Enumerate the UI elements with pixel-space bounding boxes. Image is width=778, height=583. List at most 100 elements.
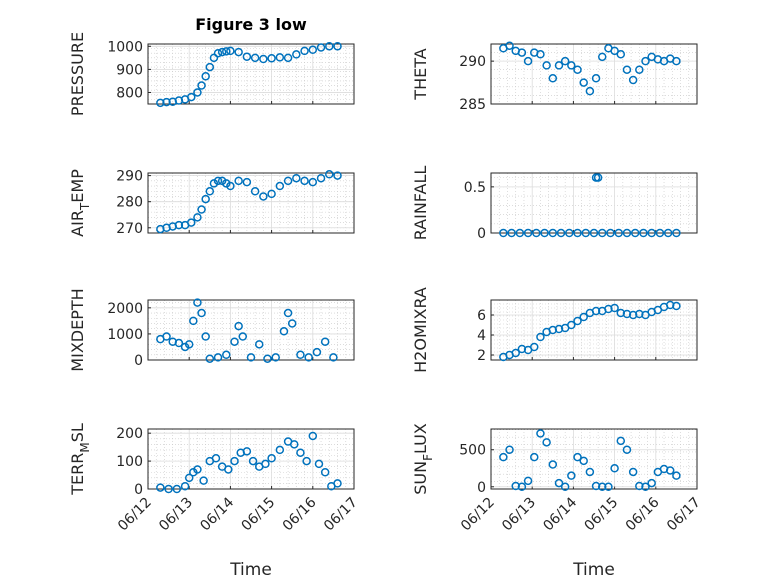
y-tick-label: 290 [459,54,486,70]
data-point [226,46,235,56]
y-axis-label: MIXDEPTH [68,288,87,371]
data-point [635,481,644,491]
data-point [579,78,588,87]
data-point [222,350,231,360]
data-point [180,481,190,491]
data-point [283,308,293,318]
data-point [172,484,182,494]
data-point [511,481,520,491]
y-axis-label: RAINFALL [411,166,430,241]
data-point [573,452,582,462]
data-point [630,228,640,238]
panel-pressure: 800 900 1000 PRESSURE [68,32,355,116]
panel-h2omixra: 2 4 6 H2OMIXRA [411,287,698,373]
data-point [499,452,508,462]
y-axis-label-subscript: T [78,202,92,211]
data-point [187,218,196,227]
data-point [616,50,626,59]
data-point [606,228,615,238]
data-point [532,228,541,238]
y-tick-label: 0 [134,482,143,498]
data-point [248,456,258,466]
data-point [174,220,184,230]
data-point [573,228,582,238]
data-point [292,50,301,59]
data-point [290,440,299,449]
data-point [597,52,607,62]
data-point [517,48,527,57]
data-point [548,460,558,469]
y-axis-label-main: AIR [68,210,87,237]
data-point [312,347,322,357]
data-point [554,61,564,70]
data-point [201,72,210,81]
y-tick-label: 280 [116,195,143,211]
y-tick-label: 290 [116,169,143,185]
y-tick-label: 0.5 [464,180,486,196]
data-point [573,65,582,74]
panel-air: 270 280 290 AIRTEMP [68,169,355,237]
plot-area [147,43,355,105]
data-point [174,338,184,348]
data-point [197,308,206,318]
y-tick-label: 2000 [107,301,143,317]
data-point [162,97,171,107]
data-point [585,86,595,96]
data-point [536,50,545,59]
data-point [614,228,623,238]
data-point [499,228,508,238]
data-point [279,327,289,336]
data-point [556,228,566,238]
y-tick-label: 270 [116,221,143,237]
data-point [610,464,619,473]
data-point [213,48,223,58]
x-axis-label-right: Time [572,560,615,580]
data-point [554,478,564,488]
data-point [591,74,601,83]
data-point [187,92,196,102]
x-axis-label-left: Time [229,560,272,580]
data-point [259,192,268,201]
data-point [184,473,194,483]
panel-rainfall: 0 0.5 RAINFALL [411,166,698,242]
y-axis-label: PRESSURE [68,32,87,116]
data-point [567,320,576,330]
data-point [230,337,239,346]
data-point [320,468,330,477]
data-point [540,228,549,238]
data-point [523,228,533,238]
x-tick-label: 06/17 [321,495,361,535]
data-point [591,481,601,491]
figure-title: Figure 3 low [195,15,307,34]
y-tick-label: 2 [477,348,486,364]
data-point [308,45,318,55]
data-point [542,61,551,70]
axes-box [147,299,355,361]
data-point [316,43,326,52]
data-point [224,465,233,474]
y-axis-label-main: SUN [411,461,430,495]
y-tick-label: 0 [477,226,486,242]
data-point [523,476,533,486]
data-point [242,177,252,187]
y-axis-label: AIRTEMP [68,169,92,237]
axes-box [147,428,355,490]
data-point [517,482,527,492]
data-point [304,353,313,362]
data-point [325,42,334,51]
data-point [184,340,194,349]
data-point [530,342,539,352]
data-point [597,228,607,238]
data-point [271,353,280,362]
data-point [628,75,638,85]
data-point [201,194,210,204]
data-point [672,228,681,238]
x-tick-label: 06/15 [582,495,622,535]
plot-area [147,299,355,361]
x-tick-label: 06/17 [664,495,704,535]
data-point [548,228,558,238]
data-point [267,54,276,63]
data-point [300,46,309,56]
y-axis-label-subscript: F [421,454,435,461]
